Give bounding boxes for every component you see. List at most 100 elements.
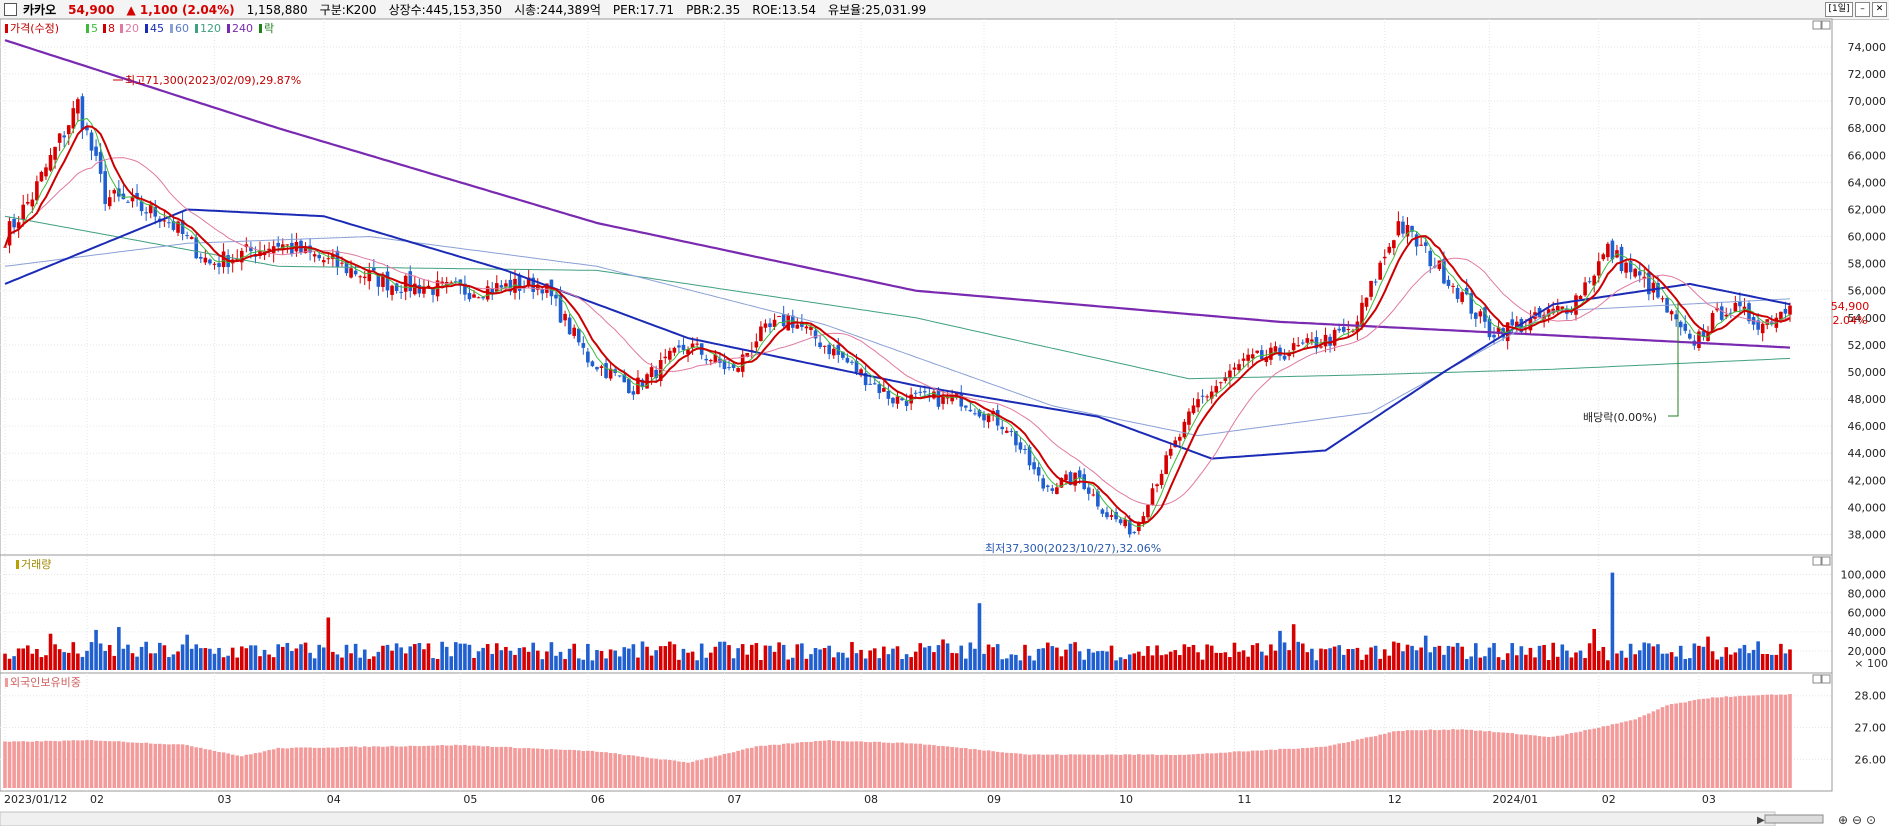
candle-body: [973, 413, 977, 415]
volume-bar: [1014, 654, 1018, 670]
price-tick-label: 40,000: [1848, 501, 1887, 514]
foreign-bar: [959, 747, 964, 788]
candle-body: [1214, 386, 1219, 393]
volume-bar: [932, 652, 936, 670]
foreign-bar: [94, 740, 98, 788]
volume-bar: [718, 641, 722, 670]
candle-body: [1109, 515, 1114, 517]
foreign-bar: [1451, 729, 1455, 788]
foreign-bar: [1528, 735, 1533, 788]
volume-bar: [235, 657, 240, 670]
candle-body: [98, 151, 103, 174]
foreign-bar: [649, 758, 654, 788]
foreign-bar: [212, 750, 217, 788]
candle-body: [1114, 512, 1118, 520]
candle-body: [1205, 396, 1209, 398]
volume-bar: [517, 647, 522, 670]
volume-bar: [189, 648, 194, 670]
foreign-bar: [1715, 697, 1719, 788]
volume-bar: [1209, 645, 1214, 670]
foreign-bar: [1442, 729, 1446, 788]
volume-bar: [25, 645, 30, 670]
foreign-bar: [1246, 751, 1250, 788]
volume-bar: [636, 657, 640, 670]
foreign-bar: [1337, 743, 1341, 788]
candle-body: [1141, 516, 1146, 524]
zoom-controls[interactable]: ⊕ ⊖ ⊙: [1838, 813, 1876, 826]
volume-bar: [895, 646, 900, 670]
foreign-bar: [321, 747, 326, 788]
foreign-bar: [189, 746, 194, 788]
candle-body: [1610, 240, 1615, 260]
foreign-bar: [950, 746, 954, 788]
scroll-bar[interactable]: ▶: [0, 811, 1824, 826]
foreign-bar: [909, 743, 913, 788]
foreign-bar: [1578, 731, 1583, 788]
foreign-bar: [208, 749, 212, 788]
candle-body: [1583, 282, 1587, 296]
foreign-bar: [1205, 753, 1209, 788]
panel-buttons[interactable]: [1812, 20, 1831, 684]
volume-bar: [1478, 657, 1483, 670]
date-tick-label: 02: [90, 793, 104, 806]
period-button[interactable]: [1일]: [1825, 2, 1853, 17]
candle-body: [112, 190, 117, 194]
volume-bar: [1788, 649, 1792, 670]
volume-bar: [1328, 648, 1332, 670]
volume-bar: [194, 644, 199, 670]
foreign-bar: [1619, 722, 1624, 788]
volume-bar: [1665, 653, 1669, 670]
volume-bar: [772, 651, 777, 670]
volume-bar: [267, 654, 271, 670]
foreign-bar: [859, 741, 863, 788]
price-tick-label: 72,000: [1848, 68, 1887, 81]
volume-bar: [1369, 647, 1373, 670]
foreign-bar: [1109, 754, 1114, 788]
candle-body: [690, 343, 695, 348]
volume-bar: [1178, 655, 1182, 670]
foreign-bar: [818, 740, 822, 788]
foreign-bar: [444, 745, 449, 788]
reserve-ratio: 유보율:25,031.99: [828, 3, 927, 17]
foreign-bar: [135, 742, 139, 788]
candle-body: [1619, 246, 1624, 272]
foreign-bar: [1100, 755, 1105, 788]
foreign-bar: [563, 749, 567, 788]
volume-bar: [203, 648, 208, 670]
candle-body: [795, 324, 800, 329]
foreign-bar: [535, 748, 540, 788]
foreign-bar: [872, 741, 877, 788]
volume-bar: [877, 658, 882, 670]
volume-bar: [631, 644, 636, 670]
foreign-bar: [690, 761, 695, 788]
candle-body: [249, 246, 253, 252]
price-tick-label: 42,000: [1848, 474, 1887, 487]
volume-bar: [385, 644, 390, 670]
candle-body: [1300, 342, 1305, 344]
foreign-bar: [1291, 748, 1296, 788]
candle-body: [886, 390, 891, 399]
candle-body: [1697, 331, 1701, 349]
foreign-bar: [258, 752, 262, 788]
volume-bar: [39, 657, 44, 670]
volume-bar: [1769, 654, 1774, 670]
close-icon[interactable]: ✕: [1872, 2, 1887, 17]
volume-bar: [1378, 658, 1382, 670]
volume-bar: [841, 652, 845, 670]
volume-bar: [1360, 659, 1364, 670]
candle-body: [1779, 311, 1783, 320]
zoom-out-icon: ⊖: [1852, 813, 1862, 826]
select-checkbox[interactable]: [4, 3, 17, 16]
volume-bar: [513, 654, 517, 670]
candle-body: [167, 222, 171, 224]
foreign-bar: [1146, 754, 1150, 788]
minimize-icon[interactable]: –: [1855, 2, 1870, 17]
date-tick-label: 09: [987, 793, 1001, 806]
volume-bar: [1628, 643, 1633, 670]
candle-body: [882, 388, 886, 392]
foreign-bar: [1114, 754, 1118, 788]
stock-name[interactable]: 카카오: [23, 3, 57, 17]
volume-bar: [809, 654, 813, 670]
volume-bar: [1255, 643, 1260, 670]
candle-body: [390, 285, 394, 295]
